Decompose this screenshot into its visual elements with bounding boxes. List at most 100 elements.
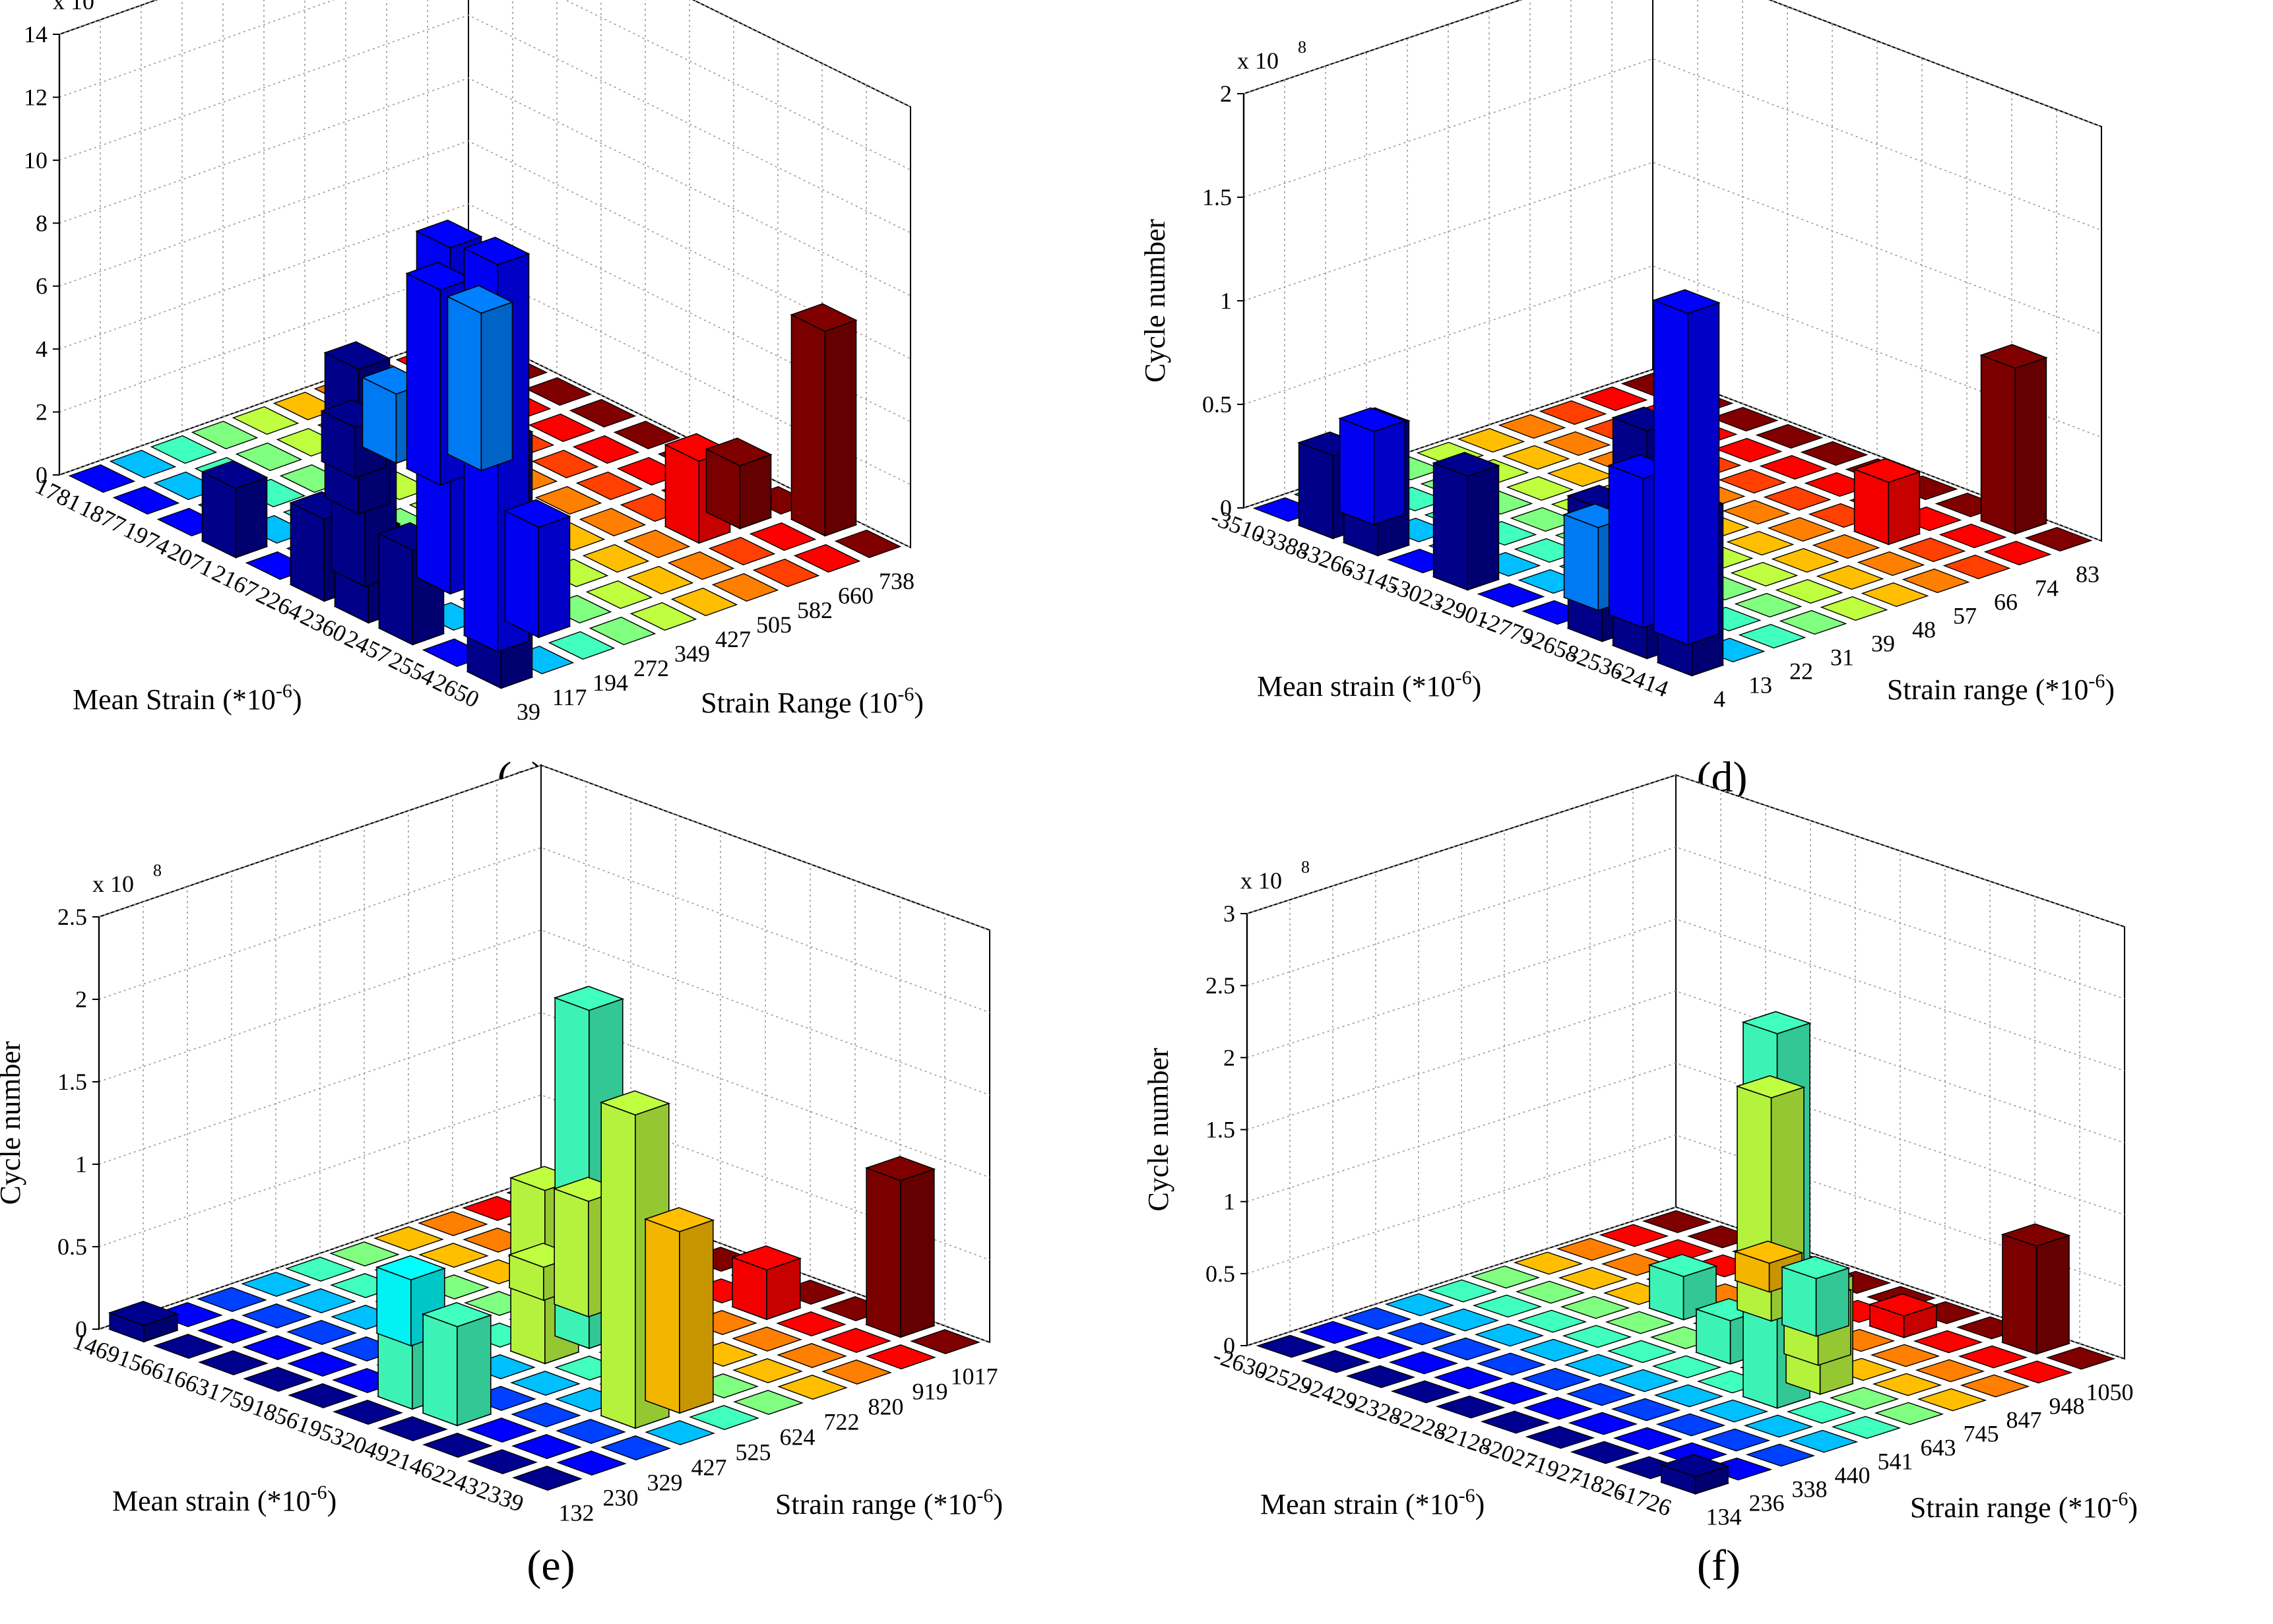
floor-tile: [467, 1449, 538, 1474]
floor-tile: [1599, 1224, 1669, 1247]
floor-tile: [1300, 1350, 1371, 1373]
floor-tile: [528, 413, 596, 443]
floor-tile: [232, 406, 300, 435]
floor-tile: [1983, 540, 2052, 566]
bar-top: [2001, 1223, 2071, 1247]
floor-tile: [512, 1466, 583, 1491]
floor-tile: [1605, 1311, 1675, 1334]
y-tick-label: 427: [691, 1454, 727, 1481]
floor-tile: [1644, 1239, 1714, 1263]
bar-top: [1338, 407, 1407, 432]
floor-tile: [1558, 1266, 1628, 1290]
bar: [1780, 1256, 1851, 1337]
x-axis-title: Mean strain (*10-6): [1257, 667, 1481, 703]
bar-top: [108, 1300, 179, 1327]
floor-tile: [1913, 1330, 1983, 1354]
floor-tile: [1710, 406, 1779, 432]
floor-tile: [1651, 1355, 1722, 1379]
floor-tile: [1429, 1308, 1500, 1332]
floor-tile: [1515, 1280, 1585, 1304]
z-scale-exponent: 8: [1301, 858, 1310, 877]
bar-top: [201, 460, 269, 489]
y-tick-label: 820: [868, 1394, 904, 1420]
bar: [1432, 452, 1500, 591]
bar-top: [405, 261, 473, 291]
bar-top: [415, 219, 483, 249]
bar-top: [553, 985, 625, 1011]
bar-top: [1652, 289, 1721, 314]
y-tick-label: 31: [1830, 644, 1854, 671]
floor-tile: [1506, 476, 1574, 501]
floor-tile: [1384, 1293, 1455, 1317]
floor-tile: [1960, 1374, 2030, 1398]
z-tick-label: 0: [1223, 1332, 1235, 1359]
z-tick-label: 0.5: [57, 1234, 87, 1260]
floor-tile: [1388, 1351, 1459, 1375]
floor-tile: [732, 1358, 803, 1383]
floor-tile: [821, 1359, 892, 1385]
bar-face-left: [790, 313, 826, 537]
z-tick-label: 0.5: [1205, 1261, 1235, 1287]
z-tick-label: 2.5: [1205, 972, 1235, 999]
floor-tile: [1767, 516, 1836, 542]
bar-top: [790, 303, 858, 332]
z-tick-label: 8: [36, 210, 48, 236]
floor-tile: [1386, 1322, 1457, 1346]
floor-tile: [582, 544, 650, 573]
bar-top: [323, 341, 391, 370]
y-tick-label: 83: [2076, 561, 2099, 588]
floor-tile: [286, 1320, 357, 1345]
floor-tile: [191, 420, 259, 450]
floor-tile: [556, 1451, 627, 1476]
bar: [201, 460, 269, 559]
z-gridline: [1246, 990, 2125, 1144]
floor-tile: [1655, 1413, 1726, 1437]
bar: [2001, 1223, 2071, 1355]
floor-tile: [1427, 1279, 1498, 1303]
z-gridline: [59, 15, 911, 234]
floor-tile: [1566, 1383, 1636, 1406]
bar-face-right: [824, 319, 857, 537]
floor-tile: [1642, 1210, 1712, 1234]
floor-tile: [1341, 1307, 1412, 1330]
z-tick-label: 1.5: [1202, 184, 1232, 210]
floor-tile: [241, 1303, 312, 1328]
bar: [421, 1301, 493, 1427]
floor-tile: [793, 544, 861, 573]
floor-tile: [834, 529, 902, 559]
bar-face-right: [538, 515, 571, 639]
floor-tile: [613, 420, 681, 450]
z-scale-factor: x 10: [92, 871, 134, 897]
floor-tile: [626, 565, 694, 595]
floor-tile: [418, 1211, 488, 1236]
floor-tile: [511, 1402, 581, 1427]
bar: [1853, 458, 1921, 546]
floor-tile: [1570, 1441, 1640, 1464]
floor-tile: [1788, 1429, 1859, 1453]
floor-tile: [1872, 1373, 1942, 1396]
floor-tile: [670, 587, 738, 617]
floor-tile: [1698, 1399, 1769, 1423]
z-gridline: [1243, 0, 2102, 127]
floor-tile: [466, 1418, 537, 1443]
y-tick-label: 948: [2049, 1393, 2085, 1420]
y-tick-label: 1017: [951, 1363, 998, 1390]
floor-tile: [575, 471, 643, 501]
y-tick-label: 745: [1964, 1421, 1999, 1447]
x-tick-label: 2146: [384, 1443, 437, 1484]
bars: [1297, 289, 2048, 677]
bar-face-right: [1815, 1267, 1849, 1337]
floor-tile: [689, 1405, 759, 1430]
z-scale-factor: x 10: [1237, 47, 1279, 74]
floor-tile: [1938, 523, 2007, 549]
floor-tile: [645, 1420, 715, 1445]
bar: [705, 437, 773, 530]
bar-top: [1432, 452, 1500, 477]
x-tick-label: 1566: [115, 1344, 168, 1385]
y-tick-label: 66: [1994, 589, 2018, 615]
floor-tile: [1857, 551, 1925, 577]
floor-tile: [235, 442, 303, 472]
floor-tile: [2024, 526, 2093, 552]
